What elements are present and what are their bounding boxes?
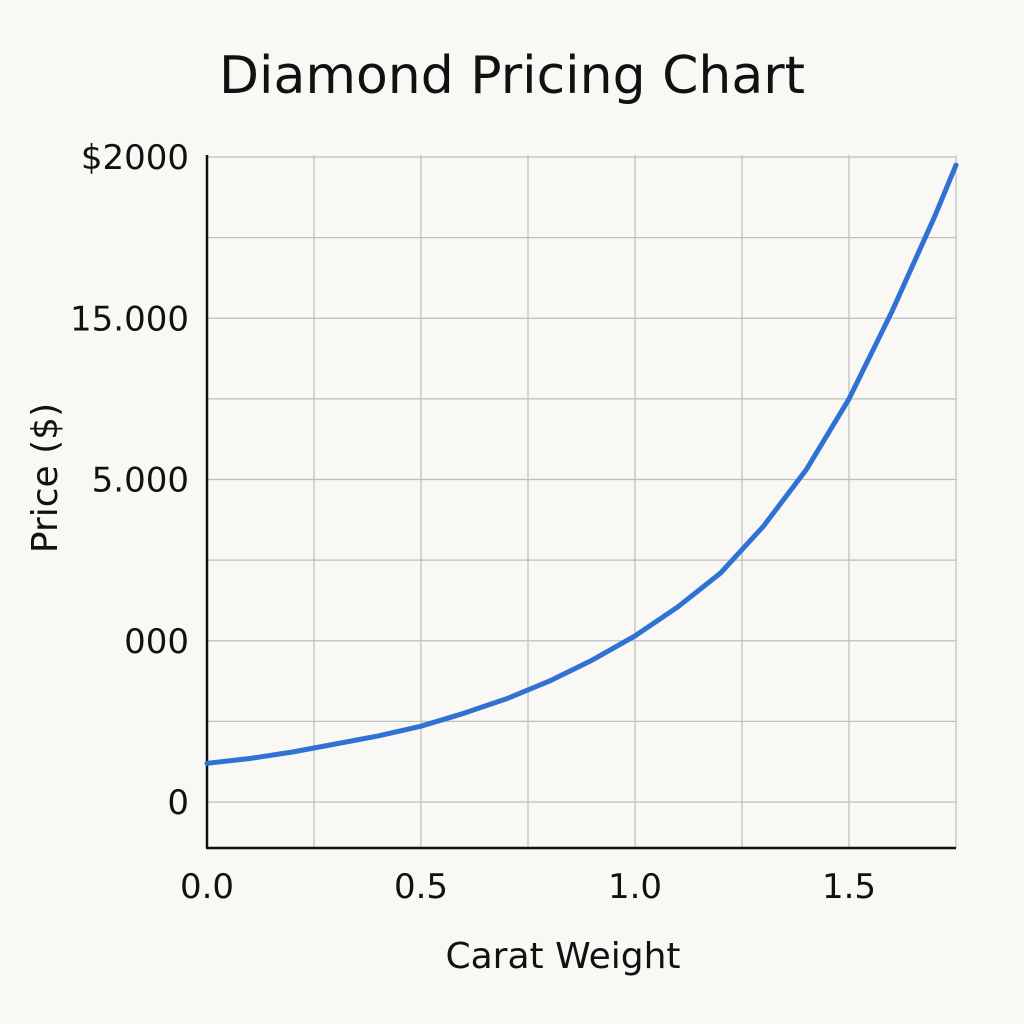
y-tick-label: 0 <box>167 783 189 823</box>
chart-title: Diamond Pricing Chart <box>219 46 805 106</box>
y-tick-label: $2000 <box>81 138 189 178</box>
y-tick-label: 5.000 <box>92 461 189 501</box>
x-tick-label: 1.0 <box>608 867 662 907</box>
y-tick-label: 000 <box>124 622 189 662</box>
series-layer <box>204 162 959 766</box>
price-curve-line <box>204 162 959 766</box>
x-tick-label: 0.0 <box>180 867 234 907</box>
y-axis-label: Price ($) <box>25 403 66 553</box>
grid <box>206 155 957 848</box>
x-tick-label: 1.5 <box>822 867 876 907</box>
axes <box>205 155 956 850</box>
y-tick-label: 15.000 <box>70 299 189 339</box>
x-tick-label: 0.5 <box>394 867 448 907</box>
x-axis-label: Carat Weight <box>445 936 680 977</box>
